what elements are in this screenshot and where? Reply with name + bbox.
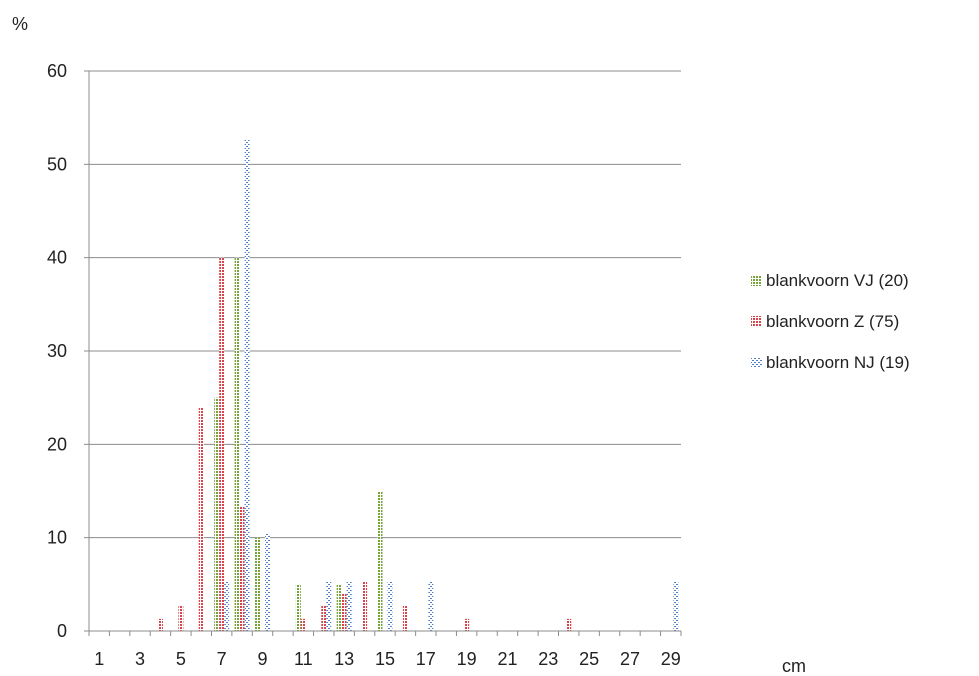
bar-nj-17 bbox=[428, 581, 434, 631]
y-tick-label: 20 bbox=[47, 434, 67, 454]
legend-swatch bbox=[751, 316, 762, 327]
y-tick-label: 0 bbox=[57, 621, 67, 641]
x-tick-label: 13 bbox=[334, 649, 354, 669]
bar-vj-13 bbox=[336, 584, 342, 631]
bar-z-4 bbox=[157, 618, 163, 631]
x-tick-label: 29 bbox=[661, 649, 681, 669]
bar-nj-12 bbox=[326, 581, 332, 631]
bars bbox=[157, 140, 679, 632]
legend-swatch bbox=[751, 275, 762, 286]
bar-z-7 bbox=[219, 257, 225, 631]
bar-z-6 bbox=[198, 407, 204, 631]
x-axis-ticks: 1 3 5 7 9 11 13 15 17 19 21 23 25 27 29 bbox=[94, 649, 681, 669]
bar-nj-13 bbox=[346, 581, 352, 631]
x-tick-label: 7 bbox=[217, 649, 227, 669]
x-tick-label: 23 bbox=[538, 649, 558, 669]
bar-vj-7 bbox=[214, 397, 220, 631]
x-tick-label: 27 bbox=[620, 649, 640, 669]
legend-entry: blankvoorn Z (75) bbox=[766, 312, 899, 331]
y-axis-ticks: 0 10 20 30 40 50 60 bbox=[47, 61, 67, 641]
x-tick-label: 5 bbox=[176, 649, 186, 669]
bar-vj-15 bbox=[377, 491, 383, 631]
legend-entry: blankvoorn NJ (19) bbox=[766, 353, 910, 372]
y-tick-label: 10 bbox=[47, 528, 67, 548]
bar-z-5 bbox=[178, 605, 184, 631]
x-tick-label: 21 bbox=[497, 649, 517, 669]
bar-z-24 bbox=[566, 618, 572, 631]
bar-vj-8 bbox=[234, 257, 240, 631]
x-tick-label: 11 bbox=[294, 649, 313, 669]
y-tick-label: 50 bbox=[47, 154, 67, 174]
x-tick-label: 17 bbox=[416, 649, 436, 669]
bar-z-14 bbox=[362, 581, 368, 631]
legend-swatch bbox=[751, 357, 762, 368]
x-tick-label: 9 bbox=[258, 649, 268, 669]
bar-z-8 bbox=[239, 506, 245, 631]
bar-nj-15 bbox=[387, 581, 393, 631]
bar-z-16 bbox=[402, 605, 408, 631]
y-tick-label: 40 bbox=[47, 248, 67, 268]
bar-nj-29 bbox=[673, 581, 679, 631]
y-axis-label: % bbox=[12, 14, 28, 34]
bar-nj-8 bbox=[244, 140, 250, 632]
bar-z-13 bbox=[341, 593, 347, 631]
x-tick-label: 19 bbox=[457, 649, 477, 669]
bar-nj-9 bbox=[265, 533, 271, 631]
bar-vj-9 bbox=[255, 537, 261, 631]
y-tick-label: 60 bbox=[47, 61, 67, 81]
bar-z-12 bbox=[321, 605, 327, 631]
x-tick-label: 15 bbox=[375, 649, 395, 669]
bar-nj-7 bbox=[224, 581, 230, 631]
gridlines bbox=[89, 70, 681, 539]
y-tick-label: 30 bbox=[47, 341, 67, 361]
legend-entry: blankvoorn VJ (20) bbox=[766, 271, 909, 290]
x-tick-label: 3 bbox=[135, 649, 145, 669]
legend: blankvoorn VJ (20) blankvoorn Z (75) blank… bbox=[751, 271, 910, 372]
x-tick-label: 25 bbox=[579, 649, 599, 669]
bar-vj-11 bbox=[295, 584, 301, 631]
x-axis-label: cm bbox=[782, 656, 806, 676]
bar-z-11 bbox=[300, 618, 306, 631]
x-tick-label: 1 bbox=[94, 649, 104, 669]
bar-z-19 bbox=[464, 618, 470, 631]
axes bbox=[84, 70, 682, 636]
